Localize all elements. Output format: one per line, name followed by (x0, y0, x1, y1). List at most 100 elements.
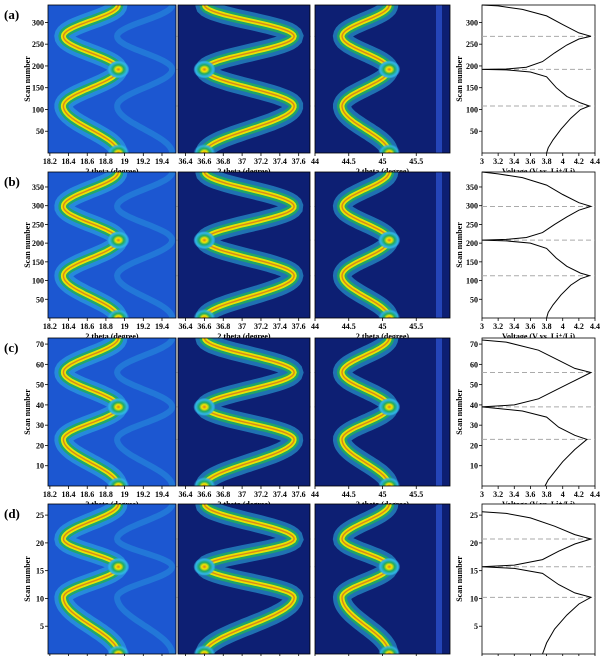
voltage-profile: 50 100 150 200 250 300 350 Scan number 3 3.2 3.4 3.… (455, 171, 600, 341)
panel3-tick-label: 45 (379, 490, 387, 499)
intensity-spot (378, 309, 401, 318)
panel1-tick-label: 18.8 (99, 322, 113, 331)
y-tick-label: 15 (36, 567, 44, 576)
y-tick-label: 250 (466, 220, 478, 229)
panel1-tick-label: 19.2 (136, 157, 150, 166)
voltage-tick-label: 4 (561, 322, 565, 331)
map-frame (177, 4, 311, 154)
diffraction-map-row4-panel3 (314, 503, 451, 655)
panel1-tick-label: 19.2 (136, 490, 150, 499)
voltage-tick-label: 3.8 (542, 157, 552, 166)
y-tick-label: 150 (32, 84, 44, 93)
intensity-spot (107, 397, 130, 416)
diffraction-map-row1-panel1 (47, 4, 177, 154)
panel2-tick-label: 37 (238, 157, 246, 166)
map-content (193, 172, 304, 318)
panel2-tick-label: 37.2 (254, 490, 268, 499)
voltage-curve (481, 171, 593, 319)
intensity-spot (193, 397, 216, 416)
y-tick-label: 5 (474, 622, 478, 631)
panel2-tick-label: 37.4 (273, 322, 287, 331)
intensity-spot (193, 231, 216, 250)
panel2-tick-label: 37.2 (254, 157, 268, 166)
voltage-tick-label: 3 (480, 157, 484, 166)
y-axis-label: Scan number (23, 222, 32, 268)
map-frame (177, 171, 311, 319)
secondary-reflection (114, 5, 175, 153)
panel3-tick-label: 44 (311, 157, 319, 166)
y-tick-label: 50 (470, 381, 478, 390)
voltage-tick-label: 4.4 (590, 322, 600, 331)
panel3-tick-label: 45.5 (409, 157, 423, 166)
y-tick-label: 150 (466, 84, 478, 93)
x-axis-label: 2 theta (degree) (356, 332, 410, 341)
panel2-tick-label: 37 (238, 322, 246, 331)
y-tick-label: 70 (36, 340, 44, 349)
panel3-tick-label: 45.5 (409, 490, 423, 499)
x-axis-label: 2 theta (degree) (217, 167, 271, 176)
y-tick-label: 50 (36, 381, 44, 390)
map-frame (314, 337, 451, 487)
panel2-tick-label: 36.8 (216, 157, 230, 166)
voltage-tick-label: 3.2 (493, 490, 503, 499)
panel1-tick-label: 19.4 (155, 322, 169, 331)
x-axis-label: 2 theta (degree) (85, 167, 139, 176)
intensity-spot (193, 60, 216, 79)
voltage-tick-label: 3.4 (509, 157, 519, 166)
voltage-axis-label: Voltage (V vs. Li⁺/Li) (502, 332, 575, 341)
intensity-spot (107, 309, 130, 318)
intensity-spot (193, 477, 216, 486)
map-content (193, 504, 304, 654)
map-frame (314, 171, 451, 319)
voltage-profile: 50 100 150 200 250 300 Scan number 3 3.2 3.4 3.6 3.… (455, 4, 600, 176)
map-content (54, 172, 176, 318)
panel2-tick-label: 37 (238, 490, 246, 499)
panel2-tick-label: 36.6 (197, 490, 211, 499)
panel2-tick-label: 36.8 (216, 490, 230, 499)
row-label: (b) (4, 174, 20, 189)
map-content (332, 338, 442, 486)
panel3-tick-label: 44.5 (342, 490, 356, 499)
map-frame (47, 337, 177, 487)
intensity-spot (107, 144, 130, 153)
panel2-tick-label: 37.4 (273, 490, 287, 499)
peak-max (203, 504, 295, 654)
map-frame (47, 4, 177, 154)
y-tick-label: 300 (466, 202, 478, 211)
voltage-frame (481, 337, 596, 487)
y-tick-label: 200 (466, 62, 478, 71)
y-tick-label: 350 (466, 183, 478, 192)
y-tick-label: 50 (36, 295, 44, 304)
voltage-tick-label: 4.4 (590, 157, 600, 166)
y-tick-label: 10 (470, 462, 478, 471)
edge-band (436, 338, 442, 486)
y-axis-label: Scan number (23, 389, 32, 435)
y-tick-label: 150 (466, 258, 478, 267)
diffraction-map-row3-panel3 (314, 337, 451, 487)
y-tick-label: 5 (40, 622, 44, 631)
voltage-tick-label: 4.2 (574, 490, 584, 499)
diffraction-map-row3-panel1 (47, 337, 177, 487)
panel2-tick-label: 37.6 (292, 322, 306, 331)
panel3-tick-label: 45 (379, 322, 387, 331)
secondary-reflection (114, 504, 176, 654)
panel1-tick-label: 18.8 (99, 157, 113, 166)
panel1-tick-label: 19 (121, 322, 129, 331)
y-tick-label: 100 (466, 277, 478, 286)
x-axis-label: 2 theta (degree) (356, 167, 410, 176)
map-frame (47, 171, 177, 319)
y-tick-label: 100 (32, 277, 44, 286)
y-axis-label: Scan number (455, 56, 464, 102)
voltage-frame (481, 503, 596, 655)
y-tick-label: 50 (36, 127, 44, 136)
peak-max (203, 5, 295, 153)
panel3-tick-label: 44 (311, 490, 319, 499)
voltage-tick-label: 4.2 (574, 157, 584, 166)
map-content (54, 504, 176, 654)
peak-max (341, 504, 390, 654)
y-tick-label: 250 (32, 220, 44, 229)
panel1-tick-label: 18.6 (80, 490, 94, 499)
y-axis-label: Scan number (455, 556, 464, 602)
panel2-tick-label: 37.6 (292, 157, 306, 166)
map-content (193, 338, 304, 486)
